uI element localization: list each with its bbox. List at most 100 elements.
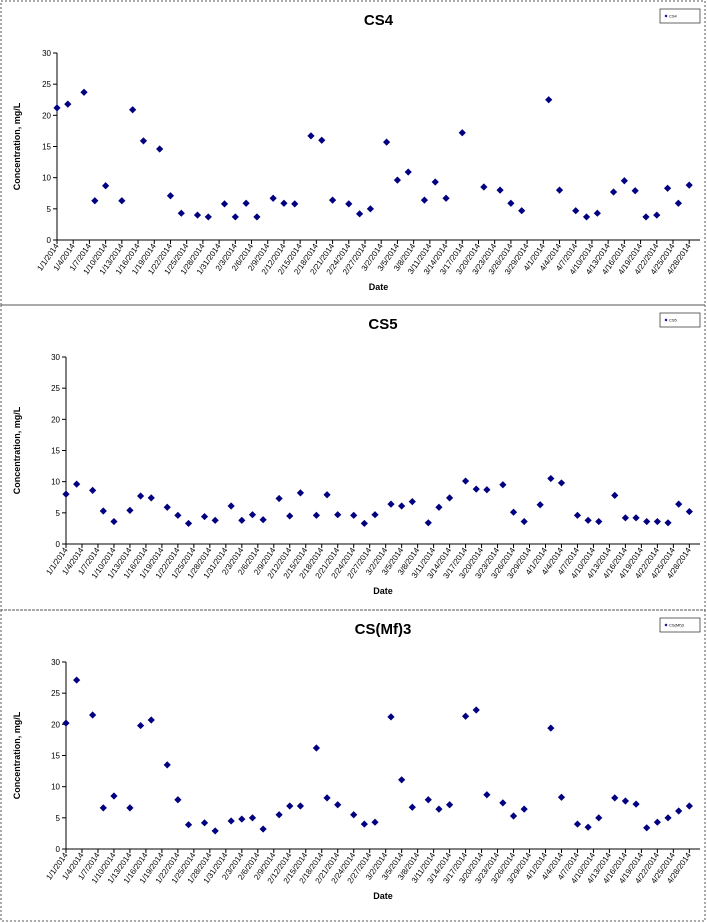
data-point [174,511,182,519]
data-point [99,804,107,812]
chart-title: CS(Mf)3 [355,621,412,638]
y-tick-label: 10 [51,783,60,792]
data-point [480,183,488,191]
data-point [593,209,601,217]
legend-marker [664,623,668,627]
data-point [211,827,219,835]
y-axis-title: Concentration, mg/L [12,711,22,799]
data-point [555,186,564,194]
data-point [286,512,294,520]
data-point [238,815,246,823]
data-point [632,800,640,808]
y-tick-label: 30 [42,49,51,58]
chart-title: CS5 [368,316,397,333]
data-point [328,196,337,204]
data-point [91,197,99,205]
y-tick-label: 20 [42,111,51,120]
data-point [674,199,682,207]
legend-label: CS4 [669,13,678,18]
data-point [472,485,480,493]
data-point [227,502,235,510]
y-tick-label: 5 [56,814,61,823]
data-point [99,507,107,515]
data-point [296,489,305,497]
legend-box [659,312,701,328]
data-point [458,129,466,137]
data-point [345,200,353,208]
data-point [675,500,683,508]
data-point [156,145,164,153]
data-point [653,211,661,219]
data-point [424,519,432,527]
y-tick-label: 15 [51,447,60,456]
data-point [461,477,470,485]
y-tick-label: 10 [42,174,51,183]
y-axis-title: Concentration, mg/L [12,406,22,494]
data-point [685,181,693,189]
data-point [231,213,239,221]
y-axis-title: Concentration, mg/L [12,102,22,190]
data-point [557,793,566,801]
data-point [435,503,443,511]
data-point [545,96,553,104]
legend-box [659,8,701,24]
data-point [163,503,171,511]
data-point [609,188,618,196]
data-point [177,209,185,217]
data-point [675,807,683,815]
data-point [110,517,118,526]
data-point [147,494,155,502]
y-tick-label: 15 [42,143,51,152]
data-point [499,799,507,807]
data-point [253,213,261,221]
data-point [312,511,321,519]
data-point [483,486,491,494]
data-point [663,184,672,192]
data-point [520,805,528,813]
y-tick-label: 30 [51,353,60,362]
data-point [442,194,450,202]
data-point [200,512,209,521]
data-point [242,199,250,207]
data-point [291,200,299,208]
data-point [89,711,97,719]
data-point [323,491,331,499]
data-point [547,724,555,732]
legend-box [659,617,701,633]
data-point [286,802,294,810]
data-point [193,211,202,219]
data-point [547,474,555,483]
data-point [73,480,81,488]
data-point [685,507,693,516]
data-point [653,818,661,826]
data-point [387,500,395,508]
data-point [536,501,544,509]
data-point [445,494,454,502]
y-tick-label: 25 [42,80,51,89]
data-point [611,491,619,499]
data-point [163,761,171,769]
data-point [642,213,650,221]
x-axis-title: Date [373,586,393,596]
data-point [259,516,267,524]
data-point [366,205,374,213]
data-point [632,514,640,522]
data-point [323,794,331,802]
data-point [275,494,283,503]
data-point [73,676,81,684]
data-point [371,511,379,519]
data-point [557,479,566,487]
data-point [174,796,182,804]
data-point [621,514,630,522]
data-point [307,132,315,140]
data-point [296,802,305,810]
data-point [312,744,321,752]
data-point [595,814,603,822]
data-point [420,196,429,204]
data-point [355,210,364,218]
data-point [582,213,591,221]
data-point [147,716,155,724]
data-point [520,517,528,526]
data-point [507,199,515,207]
